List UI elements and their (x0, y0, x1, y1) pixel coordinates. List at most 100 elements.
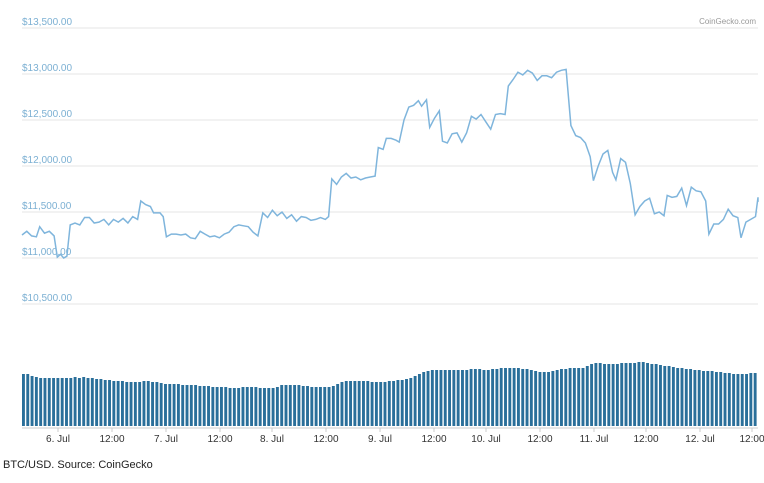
volume-bar (237, 388, 241, 426)
volume-bar (551, 371, 555, 426)
volume-bar (426, 371, 430, 426)
volume-bar (456, 370, 460, 426)
volume-bar (624, 363, 628, 426)
volume-bar (112, 381, 116, 426)
volume-bar (684, 369, 688, 426)
volume-bar (219, 387, 223, 426)
volume-bar (349, 381, 353, 426)
grid-lines (22, 27, 758, 305)
volume-bar (461, 370, 464, 426)
volume-bar (185, 385, 189, 426)
x-tick-label: 11. Jul (580, 434, 609, 445)
volume-bar (254, 387, 258, 426)
volume-bar (473, 369, 477, 426)
volume-bar (293, 385, 297, 426)
volume-bar (99, 379, 103, 426)
volume-bar (749, 373, 753, 426)
chart-caption: BTC/USD. Source: CoinGecko (3, 459, 153, 471)
volume-bar (693, 370, 697, 426)
volume-bar (676, 368, 680, 426)
volume-bar (90, 378, 94, 426)
volume-bar (22, 374, 25, 426)
volume-bar (336, 384, 340, 426)
volume-bar (671, 367, 675, 426)
volume-bar (422, 372, 426, 426)
volume-bar (482, 370, 486, 426)
volume-bar (572, 368, 576, 426)
volume-bar (383, 382, 387, 426)
volume-bar (228, 388, 232, 426)
volume-bar (577, 368, 581, 426)
volume-bar (521, 369, 525, 426)
volume-bar (159, 383, 163, 426)
volume-bar (396, 380, 400, 426)
volume-bar (697, 370, 701, 426)
y-tick-label: $12,500.00 (22, 109, 72, 120)
volume-bar (301, 386, 305, 426)
volume-bar (641, 362, 645, 426)
volume-bar (164, 384, 167, 426)
volume-bar (736, 374, 740, 426)
volume-bar (590, 364, 594, 426)
volume-bar (400, 380, 404, 426)
volume-bar (77, 378, 81, 426)
volume-bar (275, 387, 279, 426)
volume-bar (310, 387, 314, 426)
y-tick-label: $13,000.00 (22, 63, 72, 74)
x-tick-label: 7. Jul (154, 434, 178, 445)
volume-bar (82, 377, 86, 426)
volume-bar (745, 374, 748, 426)
y-tick-label: $11,000.00 (22, 247, 72, 258)
volume-bar (409, 378, 413, 426)
volume-bar (95, 379, 99, 426)
x-tick-label: 8. Jul (260, 434, 284, 445)
volume-bar (714, 372, 718, 426)
volume-bar (267, 388, 271, 426)
volume-bar (491, 369, 495, 426)
volume-bar (405, 379, 408, 426)
volume-bar (263, 388, 266, 426)
volume-bar (719, 372, 723, 426)
volume-bar (538, 372, 542, 426)
x-tick-label: 9. Jul (368, 434, 392, 445)
volume-bar (555, 370, 559, 426)
volume-bar (525, 369, 529, 426)
volume-bar (168, 384, 172, 426)
volume-bar (452, 370, 456, 426)
volume-bar (176, 384, 180, 426)
price-series-line (21, 68, 759, 259)
volume-bar (86, 378, 90, 426)
volume-bar (387, 381, 391, 426)
btc-price-chart: $10,500.00 $11,000.00 $11,500.00 $12,000.00… (21, 17, 764, 445)
volume-bar (465, 370, 469, 426)
volume-bar (120, 381, 124, 426)
volume-bar (637, 362, 641, 426)
volume-bar (417, 374, 421, 426)
volume-bar (245, 387, 249, 426)
volume-bar (628, 363, 632, 426)
volume-bar (146, 381, 150, 426)
volume-bar (392, 381, 396, 426)
volume-bar (508, 368, 512, 426)
volume-bar (646, 363, 649, 426)
volume-bar (611, 364, 615, 426)
volume-bar (288, 385, 292, 426)
volume-bar (331, 386, 335, 426)
volume-bar (65, 378, 68, 426)
volume-bar (727, 373, 731, 426)
volume-bar (211, 387, 215, 426)
volume-bar (430, 370, 434, 426)
x-tick-label: 12:00 (99, 434, 124, 445)
volume-bar (73, 377, 77, 426)
volume-bar (379, 382, 383, 426)
volume-bar (202, 386, 206, 426)
volume-bar (374, 382, 378, 426)
volume-bar (607, 364, 611, 426)
volume-bar (103, 380, 107, 426)
volume-bar (516, 368, 520, 426)
volume-bar (469, 369, 473, 426)
volume-bar (650, 364, 654, 426)
x-tick-label: 10. Jul (471, 434, 500, 445)
volume-bar (151, 382, 155, 426)
volume-bar (271, 388, 275, 426)
